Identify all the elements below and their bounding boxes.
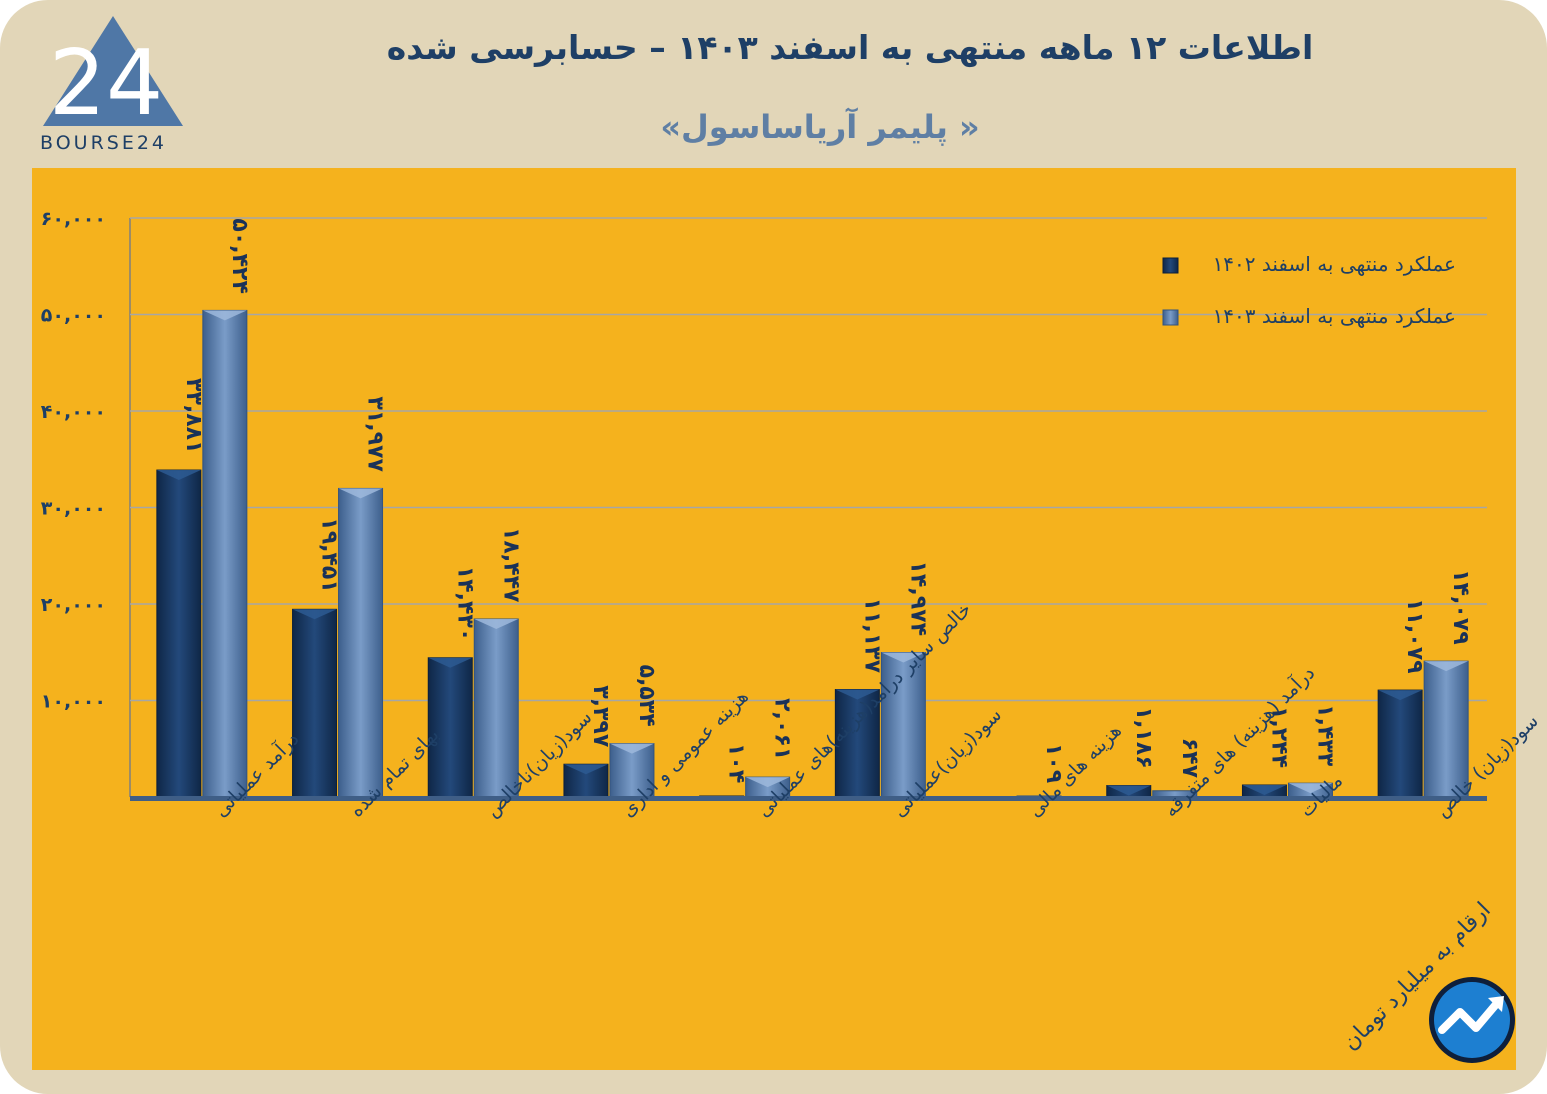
legend-label-1402: عملکرد منتهی به اسفند ۱۴۰۲ — [1213, 252, 1456, 276]
data-label: ۵,۵۳۴ — [634, 665, 659, 727]
bar-1402 — [292, 608, 338, 798]
data-label: ۱۱,۰۷۹ — [1402, 598, 1427, 674]
legend-label-1403: عملکرد منتهی به اسفند ۱۴۰۳ — [1213, 304, 1456, 328]
bar-1403 — [338, 487, 384, 798]
data-label: ۶۴۷ — [1177, 738, 1202, 779]
data-label: ۱۹,۴۵۱ — [317, 517, 342, 593]
data-label: ۱۰۹ — [1041, 743, 1066, 783]
bar-cap — [1106, 785, 1151, 796]
data-label: ۱,۱۸۶ — [1131, 707, 1156, 769]
y-tick-label: ۴۰,۰۰۰ — [41, 401, 106, 423]
bar-cap — [474, 618, 519, 629]
data-label: ۱۴,۰۷۹ — [1448, 569, 1473, 645]
data-label: ۱۴,۹۷۴ — [905, 561, 930, 637]
bar-1403 — [202, 309, 248, 798]
y-tick-label: ۳۰,۰۰۰ — [41, 498, 106, 520]
bar-cap — [156, 470, 201, 481]
bar-cap — [338, 488, 383, 499]
bar-cap — [428, 657, 473, 668]
logo-mark: 24 — [49, 31, 164, 136]
trend-badge-icon — [1429, 977, 1515, 1063]
data-label: ۳,۳۹۷ — [588, 685, 613, 748]
data-label: ۱,۲۴۴ — [1266, 706, 1291, 768]
bar-1402 — [427, 657, 473, 798]
data-label: ۱۱,۱۳۷ — [859, 598, 884, 674]
chart-panel — [32, 168, 1516, 1070]
bar-cap — [563, 764, 608, 775]
data-label: ۳۱,۹۷۷ — [363, 396, 388, 472]
bar-1403 — [1423, 660, 1469, 798]
page-title: اطلاعات ۱۲ ماهه منتهی به اسفند ۱۴۰۳ – حس… — [386, 28, 1314, 67]
y-tick-label: ۱۰,۰۰۰ — [41, 691, 106, 713]
company-name: « پلیمر آریاساسول» — [660, 108, 980, 146]
data-label: ۱۴,۴۳۰ — [452, 566, 477, 642]
legend-swatch-1403 — [1162, 309, 1179, 326]
data-label: ۱,۴۳۳ — [1312, 704, 1337, 767]
bar-cap — [1288, 783, 1333, 794]
bar-1402 — [156, 469, 202, 798]
bar-1403 — [473, 618, 519, 798]
y-tick-label: ۲۰,۰۰۰ — [41, 594, 106, 616]
data-label: ۳۳,۸۸۱ — [181, 378, 206, 454]
x-axis-base — [130, 796, 1487, 801]
bar-cap — [1242, 784, 1287, 795]
bar-cap — [1424, 661, 1469, 672]
y-tick-label: ۶۰,۰۰۰ — [41, 208, 106, 230]
bar-cap — [1378, 690, 1423, 701]
legend-swatch-1402 — [1162, 257, 1179, 274]
data-label: ۱۰۴ — [724, 743, 749, 783]
x-category-label: هزینه های مالی — [1024, 720, 1126, 822]
data-label: ۵۰,۴۲۴ — [227, 218, 252, 294]
bar-1402 — [834, 689, 880, 798]
bourse24-logo: 24 — [43, 16, 183, 136]
bar-cap — [609, 743, 654, 754]
bar-cap — [745, 777, 790, 788]
bar-cap — [835, 689, 880, 700]
data-label: ۱۸,۴۴۷ — [498, 527, 523, 603]
bar-cap — [881, 652, 926, 663]
bar-cap — [292, 609, 337, 620]
bar-1402 — [1377, 689, 1423, 798]
data-label: ۲,۰۶۱ — [770, 698, 795, 760]
bar-cap — [202, 310, 247, 321]
logo-text: BOURSE24 — [40, 132, 168, 154]
y-tick-label: ۵۰,۰۰۰ — [41, 305, 106, 327]
